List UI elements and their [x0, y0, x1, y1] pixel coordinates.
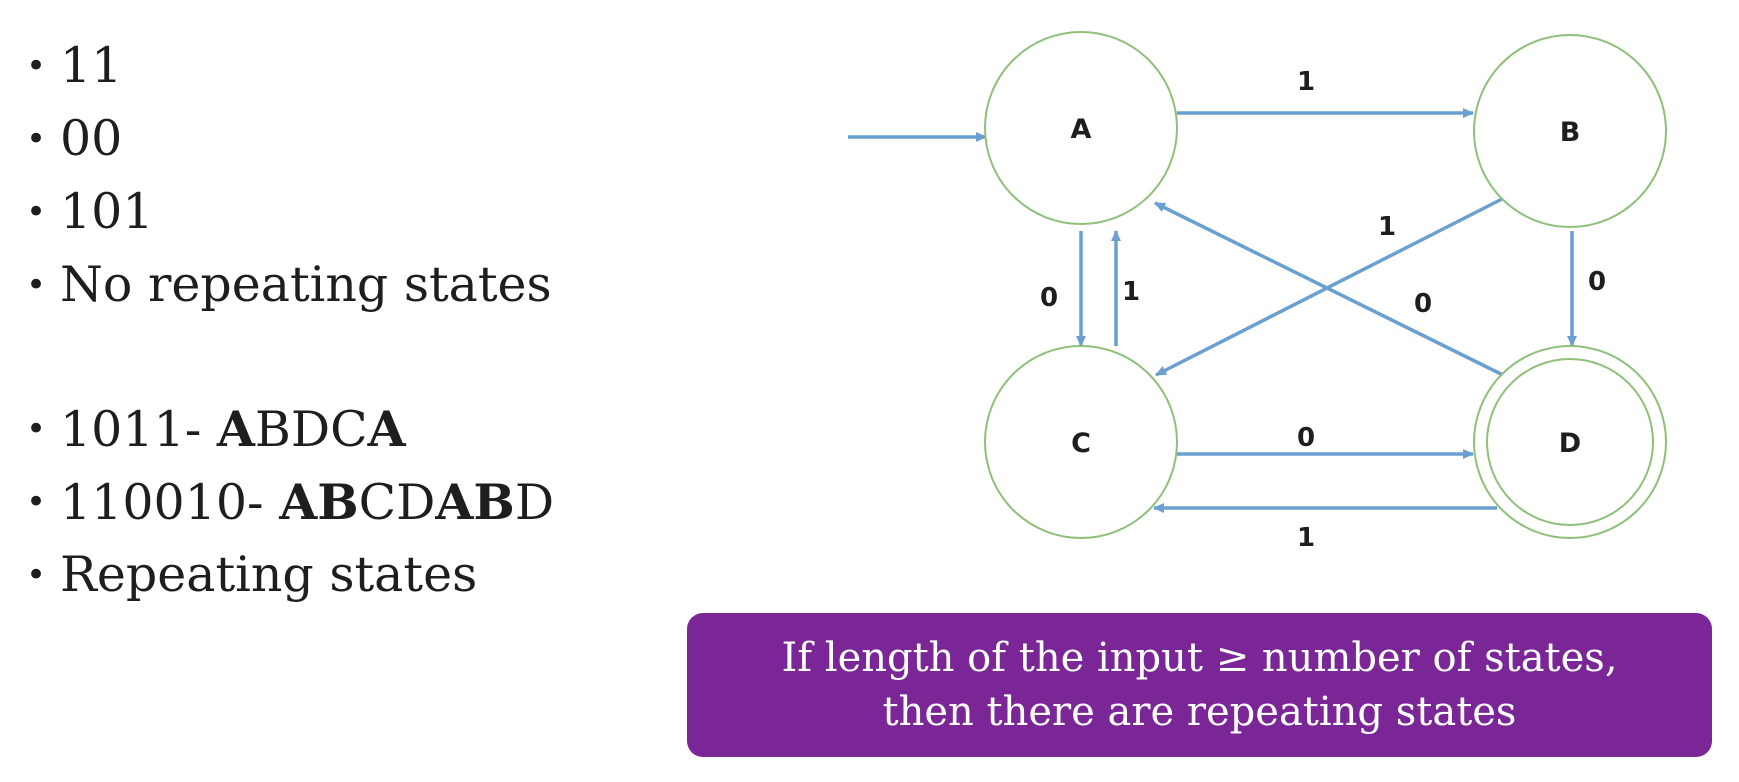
bullet-item: • 110010- ABCDABD	[26, 472, 554, 532]
transition-label-a-c: 0	[1040, 283, 1058, 313]
transition-b-c	[1155, 197, 1503, 377]
bullet-text-segment: CD	[358, 474, 436, 531]
bullet-text-segment: 00	[60, 110, 123, 167]
callout-box: If length of the input ≥ number of state…	[687, 613, 1712, 757]
bullet-text-bold: A	[367, 400, 406, 458]
bullet-item: • Repeating states	[26, 545, 477, 605]
bullet-dot: •	[26, 409, 47, 449]
state-d	[1473, 345, 1667, 539]
state-label-d: D	[1559, 428, 1581, 459]
bullet-text-segment: D	[514, 474, 555, 531]
state-a	[984, 31, 1178, 225]
bullet-text-segment: 1011-	[60, 401, 217, 458]
transition-label-c-d: 0	[1297, 423, 1315, 453]
bullet-dot: •	[26, 265, 47, 305]
state-label-a: A	[1071, 114, 1092, 145]
bullet-text-segment: BDC	[254, 401, 368, 458]
bullet-text: 11	[60, 36, 122, 96]
bullet-text-bold: A	[216, 400, 255, 458]
transition-d-a	[1154, 201, 1506, 378]
bullet-dot: •	[26, 482, 47, 522]
bullet-item: • 1011- ABDCA	[26, 399, 406, 459]
transition-label-c-a: 1	[1122, 277, 1140, 307]
bullet-text-segment: No repeating states	[60, 256, 552, 313]
bullet-text: 110010- ABCDABD	[60, 472, 554, 533]
transition-label-b-d: 0	[1588, 267, 1606, 297]
callout-line-1: If length of the input ≥ number of state…	[781, 635, 1618, 681]
bullet-item: • No repeating states	[26, 255, 552, 315]
transition-label-b-c: 1	[1378, 212, 1396, 242]
bullet-text: No repeating states	[60, 255, 552, 315]
transition-label-d-a: 0	[1414, 289, 1432, 319]
accepting-ring-d	[1486, 358, 1654, 526]
bullet-text-segment: Repeating states	[60, 546, 478, 603]
bullet-text-segment: 110010-	[60, 474, 280, 531]
bullet-dot: •	[26, 46, 47, 86]
bullet-dot: •	[26, 119, 47, 159]
bullet-dot: •	[26, 192, 47, 232]
state-label-c: C	[1071, 428, 1091, 459]
bullet-item: • 11	[26, 36, 122, 96]
bullet-text-bold: AB	[279, 473, 359, 531]
callout-line-2: then there are repeating states	[882, 689, 1517, 735]
bullet-text-bold: AB	[435, 473, 515, 531]
transition-label-d-c: 1	[1297, 523, 1315, 553]
bullet-text-segment: 101	[60, 183, 154, 240]
state-c	[984, 345, 1178, 539]
state-b	[1473, 34, 1667, 228]
bullet-text: 1011- ABDCA	[60, 399, 406, 460]
bullet-text: 101	[60, 182, 154, 242]
transition-label-a-b: 1	[1297, 67, 1315, 97]
state-label-b: B	[1560, 117, 1581, 148]
bullet-dot: •	[26, 555, 47, 595]
bullet-text-segment: 11	[60, 37, 123, 94]
bullet-text: 00	[60, 109, 122, 169]
bullet-text: Repeating states	[60, 545, 477, 605]
bullet-item: • 00	[26, 109, 122, 169]
bullet-item: • 101	[26, 182, 154, 242]
